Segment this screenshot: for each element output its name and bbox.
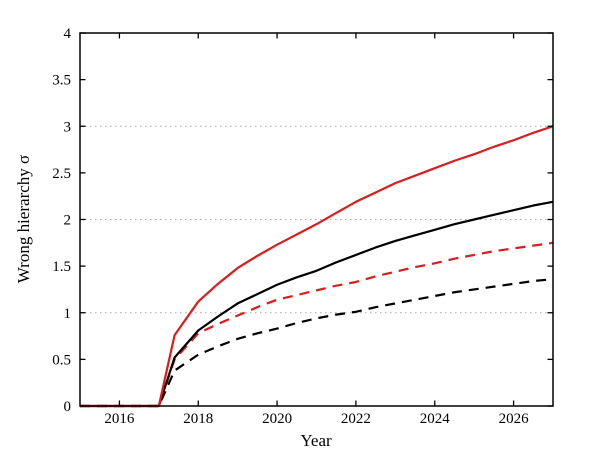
series-red-solid: [80, 125, 554, 408]
x-tick-label: 2022: [341, 411, 371, 427]
y-tick-label: 0: [64, 399, 72, 415]
x-tick-label: 2026: [499, 411, 530, 427]
gridlines: [80, 125, 553, 314]
y-tick-label: 3.5: [52, 73, 71, 89]
series-red-dashed: [80, 241, 554, 408]
x-tick-label: 2020: [262, 411, 292, 427]
axis-ticks: [80, 32, 553, 407]
x-tick-label: 2018: [183, 411, 213, 427]
x-axis-label: Year: [300, 431, 332, 450]
x-tick-label: 2016: [104, 411, 135, 427]
y-tick-label: 1: [64, 306, 72, 322]
tick-labels: 2016 2018 2020 2022 2024 2026 0 0.5 1 1.5 2 2.5 3 3.5…: [52, 26, 529, 427]
series-black-solid: [80, 200, 554, 408]
y-tick-label: 2.5: [52, 166, 71, 182]
y-tick-label: 3: [64, 119, 72, 135]
y-tick-label: 0.5: [52, 352, 71, 368]
series-black-dashed: [80, 278, 554, 408]
x-tick-label: 2024: [420, 411, 451, 427]
y-tick-label: 2: [64, 213, 72, 229]
y-tick-label: 1.5: [52, 259, 71, 275]
y-axis-label: Wrong hierarchy σ: [14, 154, 33, 284]
y-tick-label: 4: [64, 26, 72, 42]
